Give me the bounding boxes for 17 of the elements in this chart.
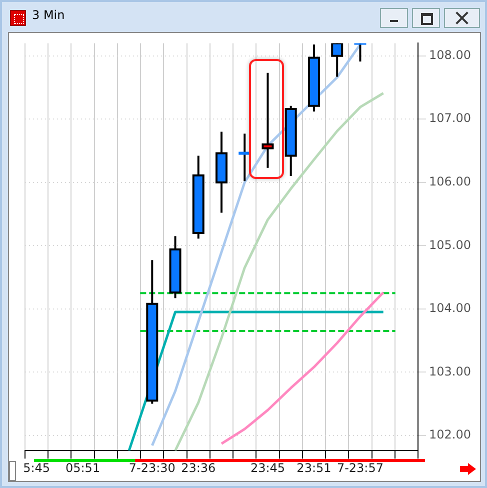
- x-tick-label: 23:36: [181, 460, 216, 475]
- y-tick-label: 106.00: [429, 174, 472, 188]
- candlestick: [331, 43, 344, 78]
- x-tick-label: 7-23:57: [336, 460, 384, 475]
- x-tick-label: 7-23:30: [128, 460, 176, 475]
- x-tick-label: 23:45: [250, 460, 286, 475]
- y-tick-label: 103.00: [429, 364, 472, 378]
- x-tick-label: 05:51: [66, 460, 100, 475]
- x-tick-label: 5:45: [23, 460, 50, 475]
- x-tick-label: 23:51: [296, 460, 332, 475]
- y-tick-label: 108.00: [429, 48, 472, 62]
- y-tick-label: 107.00: [429, 111, 472, 126]
- y-tick-label: 104.00: [429, 301, 472, 316]
- y-tick-label: 105.00: [429, 238, 472, 252]
- candlestick: [262, 72, 274, 169]
- y-tick-label: 102.00: [429, 428, 472, 442]
- chart-title: 3 Min: [32, 8, 65, 22]
